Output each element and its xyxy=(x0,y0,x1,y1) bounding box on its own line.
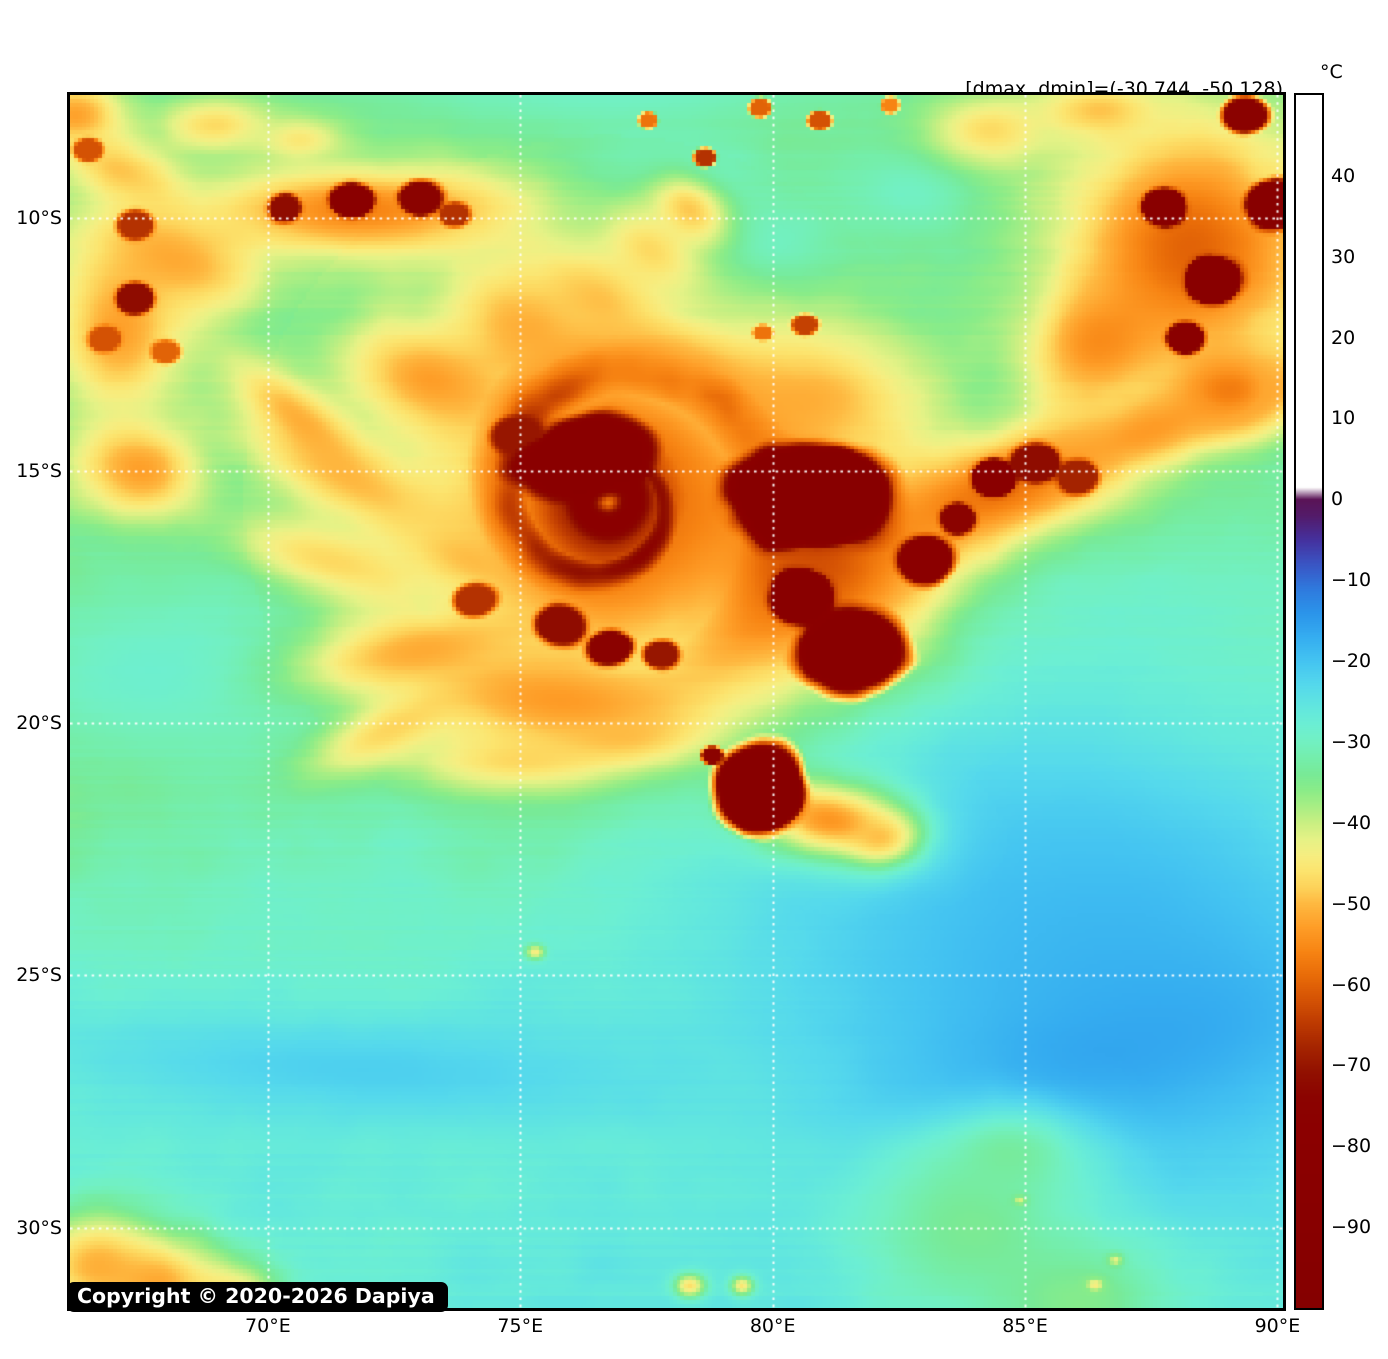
colorbar-tick-label: 20 xyxy=(1331,326,1356,349)
colorbar-unit-label: °C xyxy=(1320,61,1343,83)
colorbar-tick-label: 40 xyxy=(1331,164,1356,187)
map-panel: Copyright © 2020-2026 Dapiya xyxy=(67,92,1286,1312)
colorbar-tick-label: −80 xyxy=(1331,1135,1372,1158)
colorbar-tick-label: 10 xyxy=(1331,407,1356,430)
y-tick-label: 25°S xyxy=(16,964,62,987)
y-tick-label: 20°S xyxy=(16,711,62,734)
colorbar-tick-label: 30 xyxy=(1331,245,1356,268)
x-tick-label: 90°E xyxy=(1254,1315,1301,1337)
x-tick-label: 80°E xyxy=(749,1315,796,1337)
x-tick-label: 70°E xyxy=(245,1315,291,1337)
colorbar xyxy=(1294,93,1324,1310)
colorbar-tick-label: −60 xyxy=(1331,973,1372,996)
colorbar-canvas xyxy=(1296,95,1322,1308)
gridlines-canvas xyxy=(70,95,1283,1308)
colorbar-tick-label: −10 xyxy=(1331,569,1372,592)
colorbar-tick-label: −50 xyxy=(1331,892,1372,915)
x-tick-label: 75°E xyxy=(497,1315,544,1337)
colorbar-tick-label: −70 xyxy=(1331,1054,1372,1077)
colorbar-tick-label: 0 xyxy=(1331,488,1344,511)
colorbar-tick-label: −90 xyxy=(1331,1216,1372,1239)
colorbar-tick-label: −40 xyxy=(1331,811,1372,834)
x-tick-label: 85°E xyxy=(1002,1315,1048,1337)
colorbar-tick-label: −20 xyxy=(1331,650,1372,673)
y-tick-label: 30°S xyxy=(16,1216,62,1239)
y-tick-label: 15°S xyxy=(16,459,62,482)
copyright-badge: Copyright © 2020-2026 Dapiya xyxy=(67,1282,448,1312)
y-tick-label: 10°S xyxy=(16,207,62,230)
colorbar-tick-label: −30 xyxy=(1331,730,1372,753)
